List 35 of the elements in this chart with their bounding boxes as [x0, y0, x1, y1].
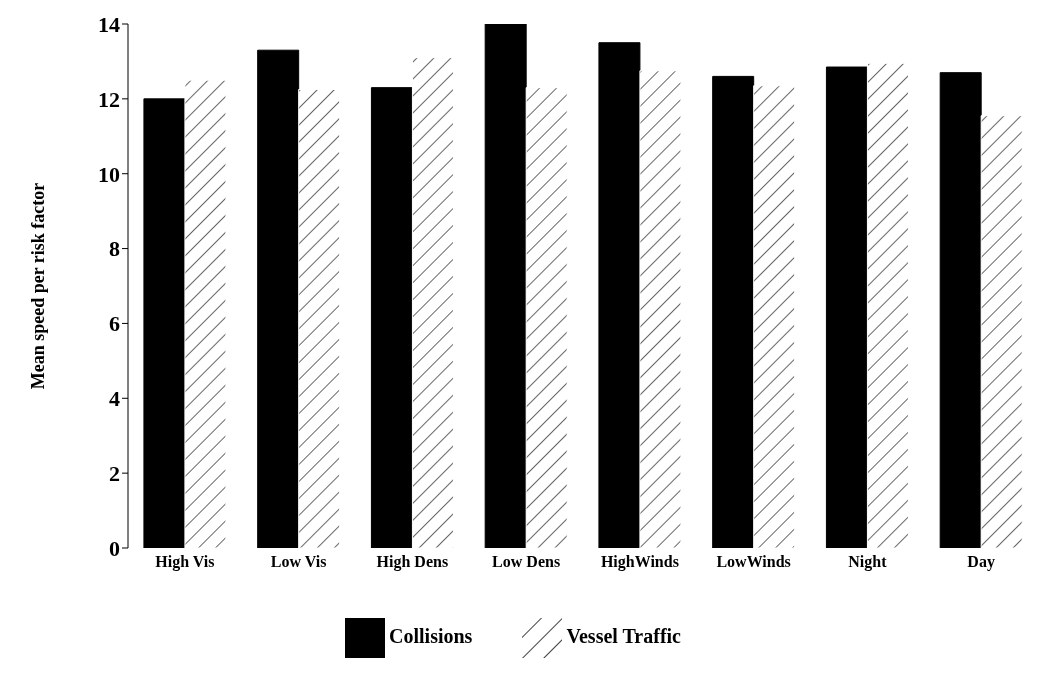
bar — [753, 85, 796, 548]
bar — [712, 75, 755, 548]
bar — [980, 115, 1023, 548]
bar — [484, 24, 527, 548]
legend-label: Collisions — [389, 624, 473, 647]
x-tick-label: Night — [848, 553, 888, 572]
x-tick-label: Low Dens — [492, 553, 561, 571]
bar — [184, 79, 227, 548]
bar — [298, 89, 341, 548]
y-tick-label: 8 — [109, 236, 120, 262]
y-tick-label: 2 — [109, 460, 120, 486]
y-tick-label: 14 — [98, 11, 120, 37]
y-tick-label: 0 — [109, 535, 120, 561]
x-tick-label: Low Vis — [270, 553, 327, 571]
bar — [939, 72, 982, 548]
bar — [598, 42, 641, 548]
y-tick-label: 12 — [98, 86, 120, 112]
x-tick-label: HighWinds — [600, 553, 679, 572]
x-tick-label: Day — [967, 553, 995, 572]
y-axis-title: Mean speed per risk factor — [28, 182, 49, 390]
x-tick-label: LowWinds — [716, 553, 791, 571]
y-tick-label: 10 — [98, 161, 120, 187]
bar — [639, 70, 682, 548]
bar — [370, 87, 413, 548]
x-tick-label: High Dens — [376, 553, 449, 572]
bar — [411, 57, 454, 548]
x-tick-label: High Vis — [155, 553, 215, 572]
bar — [525, 87, 568, 548]
bar — [257, 49, 300, 548]
bar — [866, 62, 909, 548]
bar — [143, 98, 186, 548]
y-tick-label: 6 — [109, 311, 120, 337]
bar — [825, 66, 868, 548]
legend-label: Vessel Traffic — [566, 624, 681, 647]
y-tick-label: 4 — [109, 386, 120, 412]
